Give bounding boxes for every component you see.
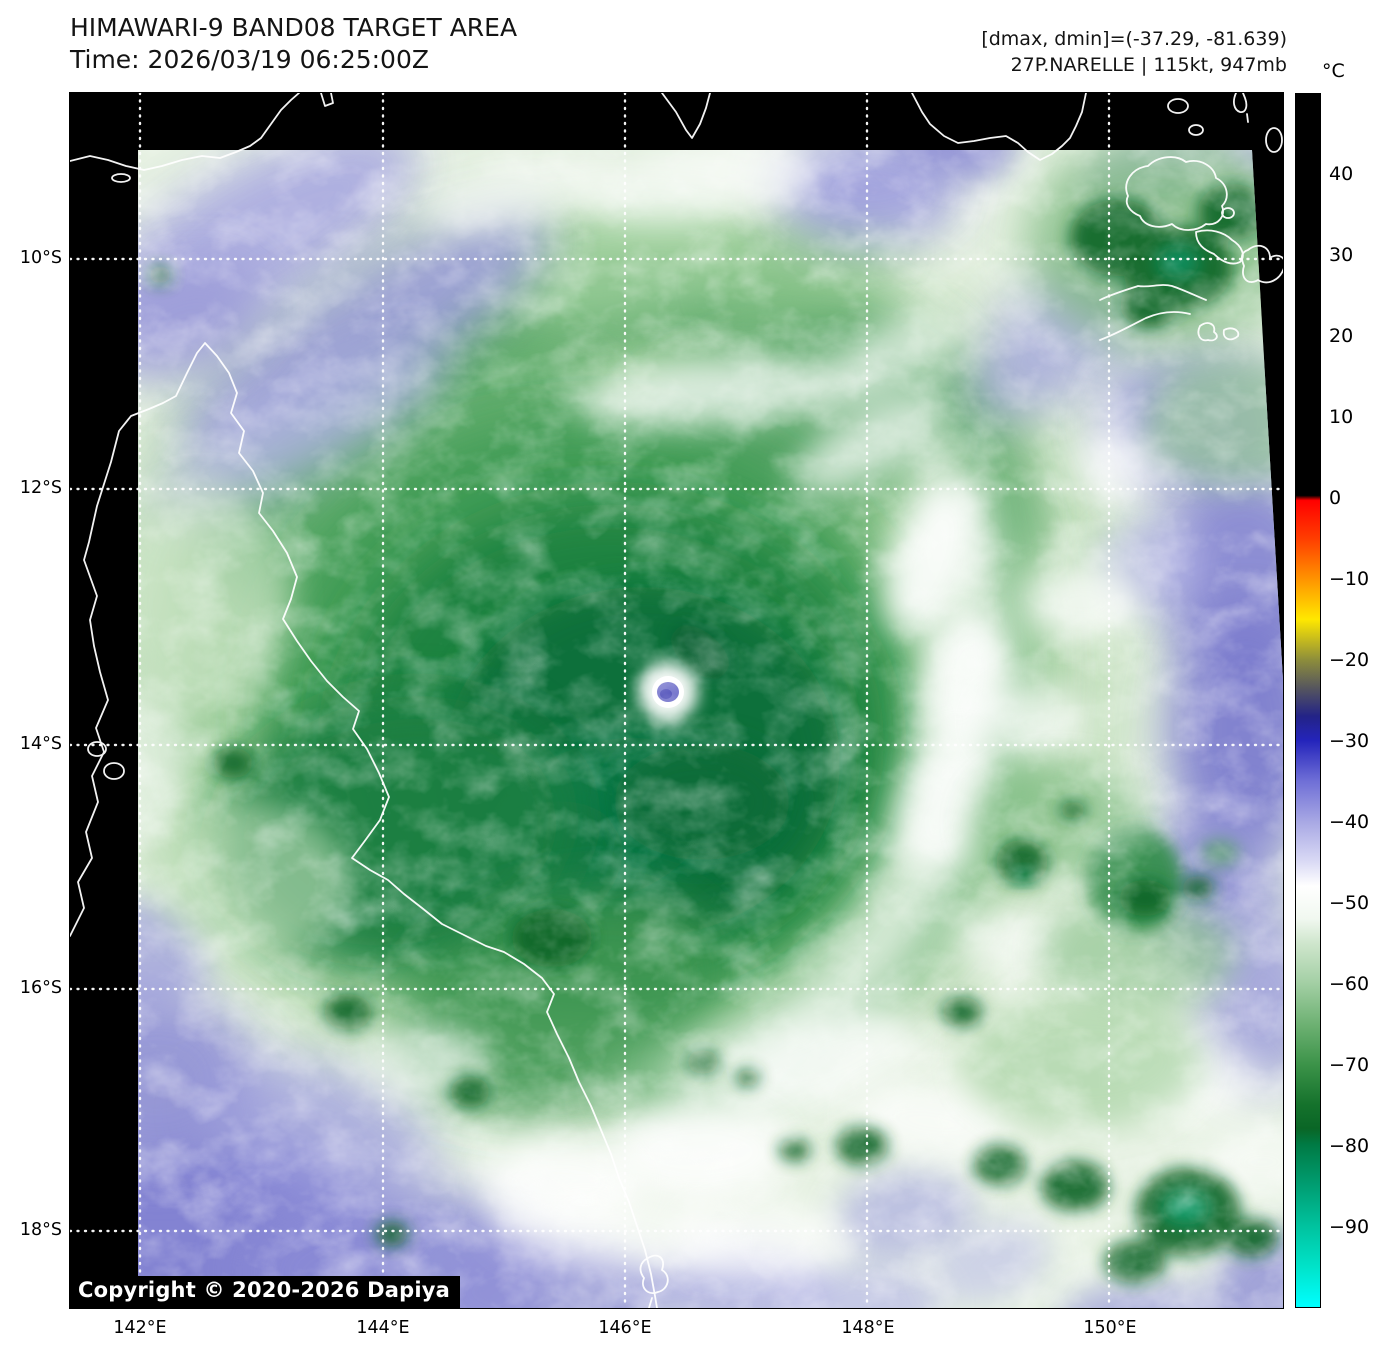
header-right: [dmax, dmin]=(-37.29, -81.639) 27P.NAREL… [981,26,1287,78]
coastline-png-notch [661,93,711,139]
island-narrow [1195,229,1244,265]
lon-tick-label: 148°E [841,1318,895,1338]
plot-area [69,92,1284,1309]
colorbar-tick-label: 30 [1329,244,1354,266]
colorbar-tick-label: −40 [1329,811,1370,833]
storm-info-label: 27P.NARELLE | 115kt, 947mb [1010,54,1287,76]
colorbar-tick-label: −10 [1329,568,1370,590]
lon-tick-label: 142°E [113,1318,167,1338]
lat-tick-label: 12°S [19,478,62,498]
coastline-australia [70,342,658,1308]
lon-tick-label: 150°E [1083,1318,1137,1338]
island-hook [1233,93,1249,123]
island-chain [1099,284,1207,301]
satellite-imagery [138,150,1283,1308]
lat-tick-label: 16°S [19,978,62,998]
colorbar-tick-label: 20 [1329,325,1354,347]
lon-tick-label: 144°E [356,1318,410,1338]
coastline-png-west [70,93,300,171]
copyright-badge: Copyright © 2020-2026 Dapiya [70,1276,460,1308]
dmax-dmin-label: [dmax, dmin]=(-37.29, -81.639) [981,28,1287,50]
colorbar-tick-label: 40 [1329,163,1354,185]
time-label: Time: 2026/03/19 06:25:00Z [70,45,429,74]
colorbar-tick-label: −60 [1329,973,1370,995]
lat-tick-label: 14°S [19,734,62,754]
lon-tick-label: 146°E [598,1318,652,1338]
island-hinchinbrook [639,1254,669,1308]
graticule [70,93,1283,1308]
colorbar-tick-label: −90 [1329,1216,1370,1238]
lat-tick-label: 10°S [19,248,62,268]
colorbar-unit-label: °C [1322,60,1345,82]
satellite-map [70,93,1283,1308]
colorbar-tick-label: −20 [1329,649,1370,671]
title-block: HIMAWARI-9 BAND08 TARGET AREA Time: 2026… [70,12,517,76]
page-title: HIMAWARI-9 BAND08 TARGET AREA [70,13,518,42]
coastline [70,93,1283,1308]
lat-tick-label: 18°S [19,1220,62,1240]
coastline-png-east [911,93,1087,161]
colorbar-tick-label: 0 [1329,487,1342,509]
colorbar-tick-label: 10 [1329,406,1354,428]
colorbar-tick-label: −50 [1329,892,1370,914]
colorbar-tick-label: −30 [1329,730,1370,752]
island-big [1125,156,1228,231]
colorbar-tick-label: −70 [1329,1054,1370,1076]
island-heart [1241,244,1283,284]
colorbar-tick-label: −80 [1329,1135,1370,1157]
colorbar [1295,93,1321,1308]
